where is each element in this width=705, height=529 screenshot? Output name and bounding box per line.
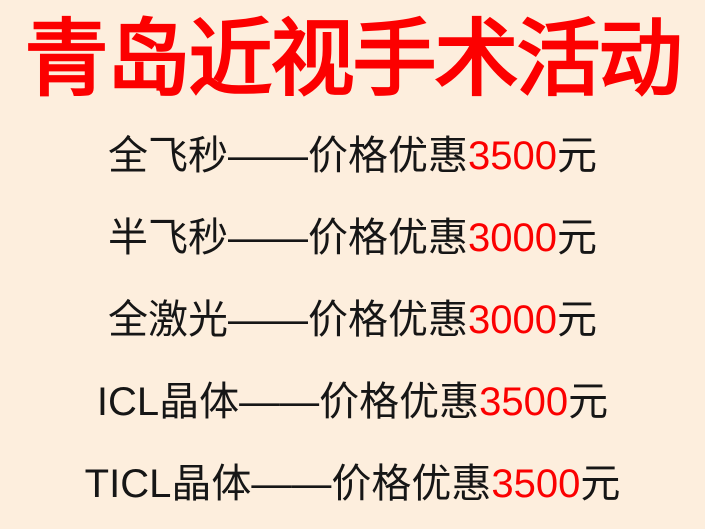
offer-name: TICL晶体	[84, 462, 252, 506]
offer-line-icl: ICL晶体——价格优惠3500元	[0, 381, 705, 423]
offer-name: 半飞秒	[108, 216, 228, 260]
promo-label: 价格优惠	[308, 216, 468, 260]
price-value: 3000	[468, 298, 557, 342]
offer-line-quanjiguang: 全激光——价格优惠3000元	[0, 299, 705, 341]
price-unit: 元	[556, 134, 597, 178]
promo-label: 价格优惠	[308, 134, 468, 178]
offer-name: 全飞秒	[108, 134, 228, 178]
price-value: 3000	[468, 216, 557, 260]
offer-name: 全激光	[108, 298, 228, 342]
dash-separator: ——	[239, 380, 320, 424]
promo-label: 价格优惠	[308, 298, 468, 342]
price-unit: 元	[556, 216, 597, 260]
price-value: 3500	[491, 462, 581, 506]
price-unit: 元	[556, 298, 597, 342]
offer-name: ICL晶体	[96, 380, 240, 424]
offer-line-banfeimiao: 半飞秒——价格优惠3000元	[0, 217, 705, 259]
dash-separator: ——	[251, 462, 332, 506]
promo-label: 价格优惠	[331, 462, 492, 506]
price-value: 3500	[468, 134, 557, 178]
dash-separator: ——	[228, 134, 308, 178]
promo-label: 价格优惠	[319, 380, 480, 424]
dash-separator: ——	[228, 298, 308, 342]
offer-line-quanfeimiao: 全飞秒——价格优惠3500元	[0, 135, 705, 177]
poster-title: 青岛近视手术活动	[24, 12, 682, 106]
offer-line-ticl: TICL晶体——价格优惠3500元	[0, 463, 705, 505]
price-unit: 元	[568, 380, 609, 424]
offer-list: 全飞秒——价格优惠3500元 半飞秒——价格优惠3000元 全激光——价格优惠3…	[0, 135, 705, 505]
dash-separator: ——	[228, 216, 308, 260]
price-unit: 元	[580, 462, 621, 506]
price-value: 3500	[479, 380, 569, 424]
